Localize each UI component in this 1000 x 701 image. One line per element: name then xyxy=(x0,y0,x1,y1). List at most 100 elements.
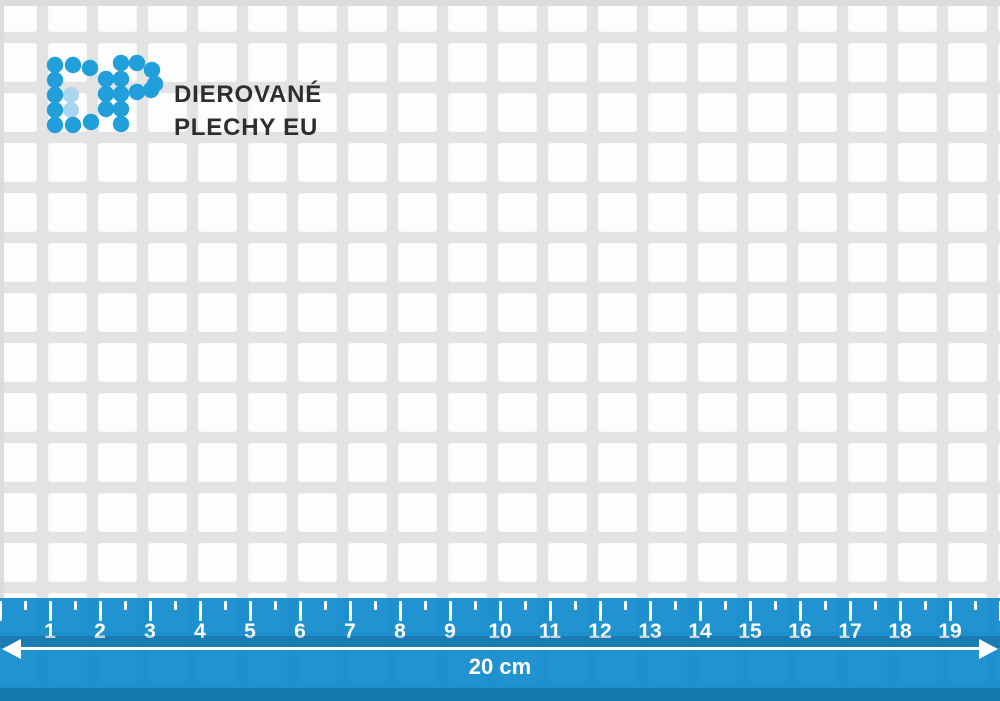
perforation-hole xyxy=(98,193,137,232)
perforation-hole xyxy=(948,293,987,332)
perforation-hole xyxy=(948,93,987,132)
perforation-hole xyxy=(48,493,87,532)
perforation-hole xyxy=(298,543,337,582)
perforation-hole xyxy=(298,143,337,182)
perforation-hole xyxy=(148,543,187,582)
perforation-hole xyxy=(98,143,137,182)
perforation-hole xyxy=(448,293,487,332)
perforation-hole xyxy=(848,493,887,532)
perforation-hole xyxy=(298,443,337,482)
perforation-hole xyxy=(848,293,887,332)
perforation-hole xyxy=(348,93,387,132)
perforation-hole xyxy=(998,143,1000,182)
perforation-hole xyxy=(448,193,487,232)
perforation-hole xyxy=(498,443,537,482)
perforation-hole xyxy=(548,293,587,332)
perforation-hole xyxy=(798,543,837,582)
perforation-hole xyxy=(398,493,437,532)
perforation-hole xyxy=(698,43,737,82)
perforation-hole xyxy=(498,143,537,182)
perforation-hole xyxy=(98,343,137,382)
perforation-hole xyxy=(98,293,137,332)
perforation-hole xyxy=(998,0,1000,32)
perforation-hole xyxy=(848,143,887,182)
ruler-tick-minor xyxy=(174,601,177,610)
perforation-hole xyxy=(398,393,437,432)
perforation-hole xyxy=(698,143,737,182)
perforation-hole xyxy=(598,93,637,132)
perforation-hole xyxy=(498,193,537,232)
perforation-hole xyxy=(548,343,587,382)
ruler-tick-minor xyxy=(774,601,777,610)
ruler-tick-minor xyxy=(324,601,327,610)
perforation-hole xyxy=(498,43,537,82)
ruler-tick-major xyxy=(149,601,152,621)
perforation-hole xyxy=(948,493,987,532)
brand-name-line2: PLECHY EU xyxy=(174,114,319,141)
ruler-number: 16 xyxy=(788,620,812,643)
ruler-tick-minor xyxy=(524,601,527,610)
ruler-shadow-band xyxy=(0,636,1000,648)
perforation-hole xyxy=(148,293,187,332)
perforation-hole xyxy=(848,443,887,482)
perforation-hole xyxy=(148,243,187,282)
perforation-hole xyxy=(848,243,887,282)
perforation-hole xyxy=(548,393,587,432)
perforation-hole xyxy=(948,393,987,432)
perforation-hole xyxy=(298,293,337,332)
perforation-hole xyxy=(448,343,487,382)
arrowhead-left-icon xyxy=(2,638,21,659)
perforation-hole xyxy=(298,343,337,382)
perforation-hole xyxy=(348,243,387,282)
ruler-tick-minor xyxy=(624,601,627,610)
ruler-number: 15 xyxy=(738,620,762,643)
perforation-hole xyxy=(198,243,237,282)
perforation-hole xyxy=(0,143,37,182)
perforation-hole xyxy=(848,393,887,432)
perforation-hole xyxy=(698,193,737,232)
perforation-hole xyxy=(248,193,287,232)
ruler-tick-major xyxy=(449,601,452,621)
ruler-tick-minor xyxy=(724,601,727,610)
ruler-number: 1 xyxy=(44,620,56,643)
perforation-hole xyxy=(798,193,837,232)
perforation-hole xyxy=(748,243,787,282)
perforation-hole xyxy=(548,43,587,82)
perforation-hole xyxy=(148,393,187,432)
perforation-hole xyxy=(898,493,937,532)
perforation-hole xyxy=(798,93,837,132)
perforation-hole xyxy=(948,243,987,282)
perforation-hole xyxy=(698,493,737,532)
ruler-tick-major xyxy=(49,601,52,621)
perforation-hole xyxy=(198,143,237,182)
perforation-hole xyxy=(298,393,337,432)
perforation-hole xyxy=(198,43,237,82)
ruler-overlay: 1 2 3 4 5 6 7 8 9 10 11 12 13 14 15 16 17 18 19 20 cm xyxy=(0,598,1000,701)
ruler-tick-major xyxy=(249,601,252,621)
perforation-hole xyxy=(148,143,187,182)
perforation-hole xyxy=(298,193,337,232)
perforation-hole xyxy=(648,293,687,332)
perforation-hole xyxy=(898,93,937,132)
ruler-tick-minor xyxy=(24,601,27,610)
perforation-hole xyxy=(448,543,487,582)
dimension-label: 20 cm xyxy=(468,654,532,679)
perforation-hole xyxy=(598,143,637,182)
perforation-hole xyxy=(198,193,237,232)
perforation-hole xyxy=(198,93,237,132)
perforation-hole xyxy=(848,43,887,82)
ruler-number: 8 xyxy=(394,620,406,643)
perforation-hole xyxy=(0,293,37,332)
perforation-hole xyxy=(348,293,387,332)
perforation-hole xyxy=(398,93,437,132)
ruler-tick-major xyxy=(899,601,902,621)
perforation-hole xyxy=(998,293,1000,332)
perforation-hole xyxy=(898,143,937,182)
brand-name-line1: DIEROVANÉ xyxy=(174,81,323,108)
sheet-left-edge xyxy=(0,0,4,598)
perforation-hole xyxy=(348,443,387,482)
perforation-hole xyxy=(648,543,687,582)
perforation-hole xyxy=(698,443,737,482)
perforation-hole xyxy=(798,343,837,382)
perforation-hole xyxy=(48,293,87,332)
